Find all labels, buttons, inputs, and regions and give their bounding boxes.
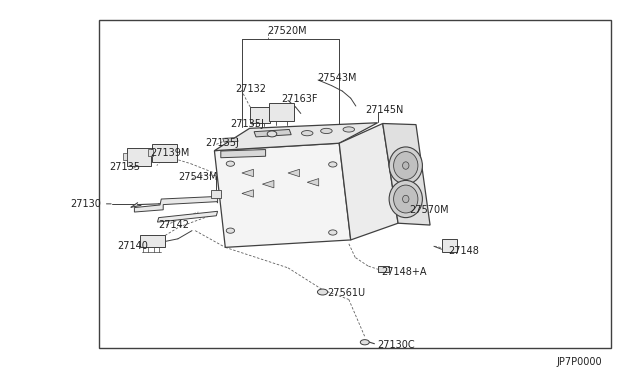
Bar (442, 239, 457, 252)
Bar (269, 103, 294, 121)
Polygon shape (254, 129, 291, 137)
Text: 27140: 27140 (117, 241, 148, 251)
Text: 27520M: 27520M (268, 26, 307, 35)
Bar (396, 194, 413, 205)
Text: JP7P0000: JP7P0000 (557, 357, 602, 366)
Text: 27130C: 27130C (378, 340, 415, 350)
Text: 27543M: 27543M (178, 173, 218, 182)
Ellipse shape (403, 195, 409, 203)
Polygon shape (383, 124, 430, 225)
Ellipse shape (389, 180, 422, 218)
Polygon shape (214, 123, 378, 151)
Ellipse shape (394, 185, 418, 213)
Ellipse shape (301, 131, 313, 136)
Bar (127, 148, 151, 166)
Polygon shape (134, 196, 218, 212)
Bar (140, 235, 165, 247)
Polygon shape (223, 138, 238, 142)
Text: 27570M: 27570M (410, 205, 449, 215)
Bar (99, 20, 611, 348)
Text: 27142: 27142 (159, 220, 189, 230)
Ellipse shape (227, 161, 234, 166)
Ellipse shape (403, 162, 409, 169)
Bar (148, 149, 153, 157)
Text: 27135: 27135 (109, 163, 140, 172)
Ellipse shape (329, 230, 337, 235)
Polygon shape (262, 180, 274, 188)
Polygon shape (339, 124, 398, 240)
Text: 27130: 27130 (70, 199, 101, 209)
Ellipse shape (321, 128, 332, 134)
Bar (378, 266, 389, 272)
Bar (123, 153, 127, 160)
Text: 27135J: 27135J (205, 138, 239, 148)
Text: 27135J: 27135J (230, 119, 264, 129)
Bar (250, 107, 270, 123)
Text: 27139M: 27139M (150, 148, 190, 157)
Text: 27145N: 27145N (365, 106, 403, 115)
Ellipse shape (389, 147, 422, 184)
Polygon shape (214, 143, 351, 247)
Text: 27132: 27132 (236, 84, 266, 93)
Polygon shape (307, 179, 319, 186)
Polygon shape (157, 211, 218, 222)
Text: 27148+A: 27148+A (381, 267, 426, 276)
Bar (152, 144, 177, 162)
Ellipse shape (329, 162, 337, 167)
Polygon shape (242, 190, 253, 197)
Ellipse shape (360, 340, 369, 345)
Polygon shape (288, 169, 300, 177)
Polygon shape (221, 150, 266, 158)
Text: 27543M: 27543M (317, 73, 356, 83)
Text: 27561U: 27561U (328, 288, 366, 298)
Bar (211, 190, 221, 198)
Ellipse shape (343, 127, 355, 132)
Ellipse shape (268, 131, 277, 137)
Text: 27163F: 27163F (282, 94, 318, 104)
Text: 27148: 27148 (448, 246, 479, 256)
Polygon shape (242, 169, 253, 177)
Ellipse shape (317, 289, 328, 295)
Ellipse shape (394, 152, 418, 179)
Ellipse shape (227, 228, 234, 233)
